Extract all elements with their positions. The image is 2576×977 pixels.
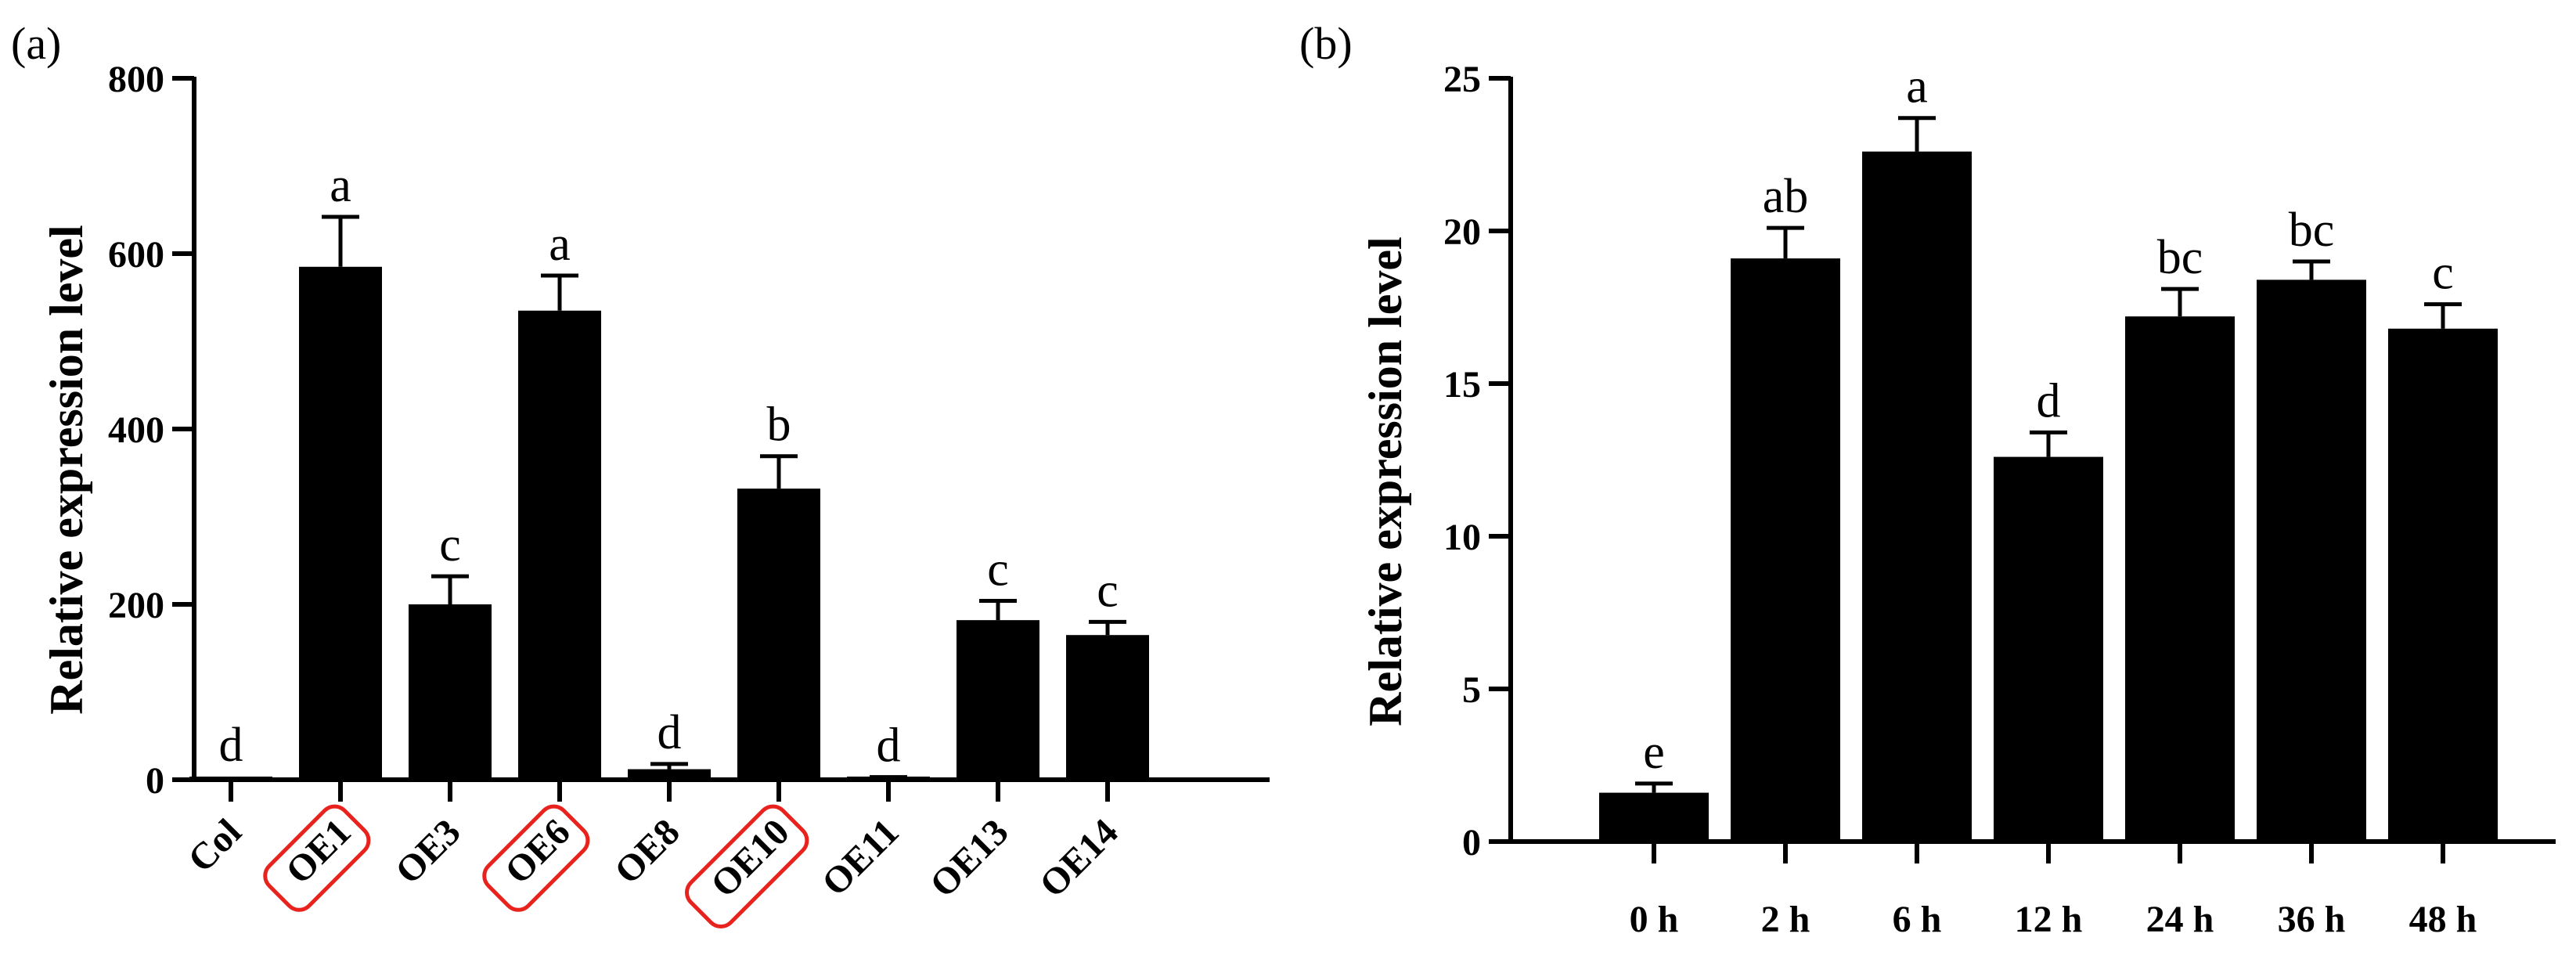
bar (1066, 635, 1149, 780)
bar (628, 769, 711, 780)
significance-label: d (2037, 374, 2061, 427)
significance-label: bc (2289, 204, 2335, 257)
y-tick-label: 800 (108, 59, 164, 100)
bar (1731, 258, 1840, 842)
significance-label: a (1906, 60, 1928, 114)
bar (2257, 279, 2366, 842)
x-tick-label-group: Col (180, 811, 249, 880)
x-tick-label: Col (180, 811, 249, 880)
x-tick-label-group: OE10 (685, 804, 809, 928)
highlight-box (685, 804, 809, 928)
bar (1599, 792, 1709, 842)
x-axis-a: Col OE1 OE3 OE6 OE8 OE10 OE11 OE13 OE14 (180, 777, 1270, 928)
x-tick-label-group: OE13 (922, 811, 1016, 905)
x-tick-label-group: OE8 (607, 811, 687, 892)
significance-label: c (987, 543, 1009, 597)
y-tick-label: 15 (1443, 364, 1481, 406)
x-tick-label: OE1 (278, 811, 358, 892)
y-tick-label: 0 (1462, 822, 1481, 863)
significance-label: c (439, 518, 461, 571)
bars-a: d a c a d b d c c (189, 159, 1149, 780)
x-tick-label-group: OE1 (263, 804, 371, 912)
x-tick-label-group: OE6 (482, 804, 590, 912)
bar (518, 310, 601, 780)
x-tick-label: 48 h (2409, 899, 2477, 940)
significance-label: d (219, 719, 243, 772)
x-tick-label: OE3 (387, 811, 468, 892)
y-axis-b: 0 5 10 15 20 25 (1443, 59, 1513, 863)
bar (2125, 316, 2235, 842)
y-tick-label: 20 (1443, 211, 1481, 253)
y-tick-label: 0 (146, 760, 164, 802)
y-tick-label: 400 (108, 409, 164, 451)
x-tick-label-group: OE14 (1032, 811, 1126, 905)
bar (1862, 151, 1972, 842)
x-tick-label-group: OE3 (387, 811, 468, 892)
x-tick-label: 36 h (2278, 899, 2346, 940)
x-axis-b: 0 h 2 h 6 h 12 h 24 h 36 h 48 h (1508, 839, 2556, 940)
significance-label: d (877, 719, 901, 773)
y-axis-title-a: Relative expression level (41, 225, 92, 714)
significance-label: c (1097, 564, 1119, 617)
bar (299, 266, 382, 780)
significance-label: ab (1763, 170, 1809, 223)
significance-label: bc (2157, 231, 2203, 284)
y-tick-label: 600 (108, 234, 164, 276)
bar (737, 488, 820, 780)
y-tick-label: 10 (1443, 517, 1481, 558)
x-tick-label: 24 h (2146, 899, 2214, 940)
y-axis-a: 0 200 400 600 800 (108, 59, 196, 802)
y-tick-label: 5 (1462, 669, 1481, 711)
x-tick-label: 0 h (1630, 899, 1679, 940)
significance-label: c (2432, 247, 2454, 300)
x-tick-label: OE13 (922, 811, 1016, 905)
x-tick-label: OE6 (497, 811, 578, 892)
chart-panel-b: (b) Relative expression level 0 5 10 15 20 25… (1299, 18, 2556, 940)
bar (2388, 328, 2498, 842)
bar (1994, 456, 2103, 842)
significance-label: b (767, 398, 791, 452)
significance-label: e (1643, 726, 1665, 779)
highlight-box (263, 804, 371, 912)
significance-label: a (330, 159, 351, 212)
bars-b: e ab a d bc bc c (1599, 60, 2498, 842)
x-tick-label: OE14 (1032, 811, 1126, 905)
x-tick-label: OE11 (814, 811, 907, 904)
x-tick-label: 6 h (1893, 899, 1942, 940)
panel-label-b: (b) (1299, 18, 1353, 69)
x-tick-label: 12 h (2015, 899, 2083, 940)
significance-label: a (549, 218, 571, 271)
y-axis-title-b: Relative expression level (1360, 236, 1411, 726)
panel-label-a: (a) (11, 18, 61, 69)
x-tick-label-group: OE11 (814, 811, 907, 904)
y-tick-label: 200 (108, 585, 164, 626)
x-tick-label: 2 h (1761, 899, 1810, 940)
x-tick-label: OE8 (607, 811, 687, 892)
chart-panel-a: (a) Relative expression level 0 200 400 600… (11, 18, 1270, 928)
highlight-box (482, 804, 590, 912)
bar (409, 604, 492, 780)
y-tick-label: 25 (1443, 59, 1481, 100)
significance-label: d (658, 706, 682, 759)
bar (189, 777, 272, 780)
bar (957, 620, 1039, 780)
